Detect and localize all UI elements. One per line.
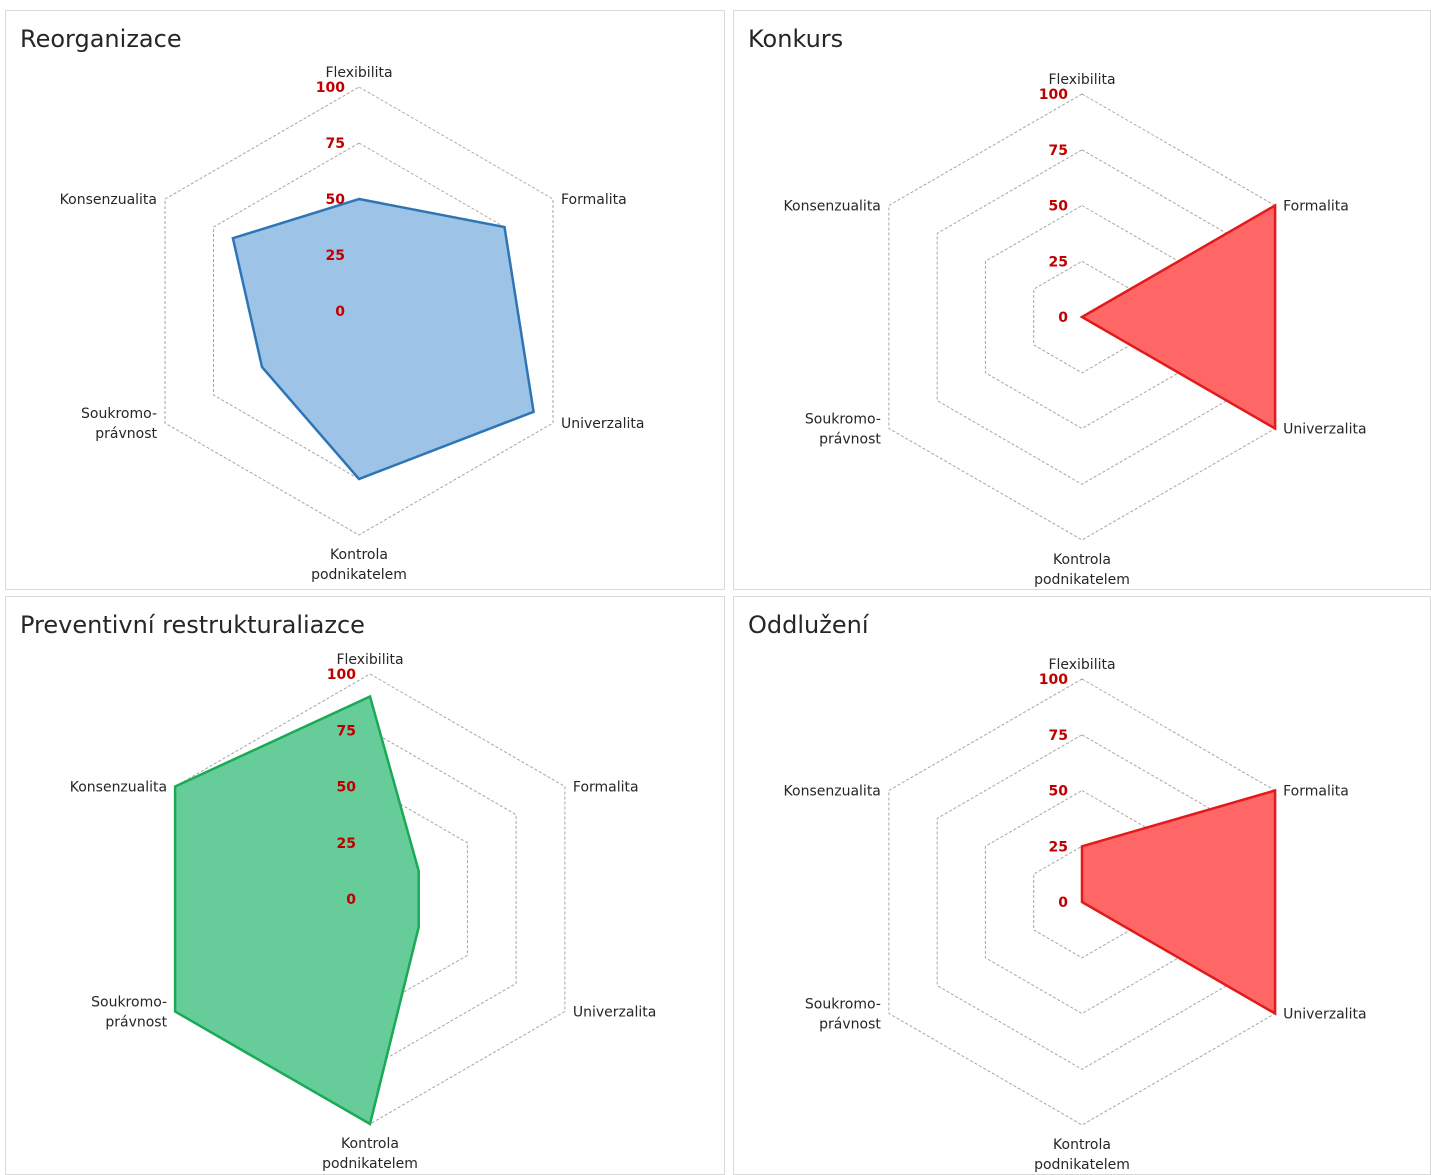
category-label: Flexibilita: [1048, 72, 1115, 88]
category-label: Konsenzualita: [70, 780, 167, 796]
radial-tick-label: 50: [1049, 784, 1069, 800]
category-label: Univerzalita: [1283, 422, 1366, 438]
category-label: Soukromo-právnost: [81, 406, 157, 442]
category-label: Flexibilita: [325, 65, 392, 81]
chart-title: Reorganizace: [20, 25, 182, 53]
data-series-area: [173, 694, 420, 1126]
category-label: Kontrola podnikatelem: [322, 1136, 418, 1172]
category-label: Formalita: [573, 780, 639, 796]
grid-ring: [213, 142, 505, 480]
category-label: Kontrola podnikatelem: [1034, 1137, 1130, 1173]
category-label: Kontrola podnikatelem: [311, 547, 407, 583]
category-label: Univerzalita: [573, 1005, 656, 1021]
chart-title: Preventivní restrukturaliazce: [20, 611, 365, 639]
radial-tick-label: 50: [1049, 199, 1069, 215]
radial-tick-label: 100: [327, 667, 356, 683]
grid-ring: [164, 86, 554, 536]
data-series-area: [1080, 788, 1277, 1016]
chart-panel-konkurs: Konkurs 0 25 50 75 100 Flexibilita Formalita Un…: [733, 10, 1431, 590]
radial-tick-label: 100: [1039, 87, 1068, 103]
category-label: Univerzalita: [561, 416, 644, 432]
radial-tick-label: 25: [1049, 254, 1068, 270]
radial-tick-label: 50: [326, 192, 346, 208]
category-label: Formalita: [561, 192, 627, 208]
category-label: Flexibilita: [336, 652, 403, 668]
category-label: Soukromo-právnost: [805, 412, 881, 448]
chart-title: Oddlužení: [748, 611, 869, 639]
chart-panel-oddluzeni: Oddlužení 0 25 50 75 100 Flexibilita Formalita…: [733, 596, 1431, 1175]
data-series-area: [231, 197, 535, 481]
category-label: Univerzalita: [1283, 1007, 1366, 1023]
radial-tick-label: 0: [335, 304, 345, 320]
radial-tick-label: 75: [326, 136, 345, 152]
radial-tick-label: 50: [337, 780, 357, 796]
radial-tick-label: 0: [346, 892, 356, 908]
radial-tick-label: 0: [1058, 895, 1068, 911]
chart-panel-preventivni-restrukturalizace: Preventivní restrukturaliazce 0 25 50 75 100…: [5, 596, 725, 1175]
radial-tick-label: 25: [326, 248, 345, 264]
category-label: Konsenzualita: [60, 192, 157, 208]
category-label: Konsenzualita: [784, 199, 881, 215]
category-label: Flexibilita: [1048, 657, 1115, 673]
chart-panel-reorganizace: Reorganizace 0 25 50 75 100 Flexibilita Formal…: [5, 10, 725, 590]
chart-title: Konkurs: [748, 25, 844, 53]
category-label: Formalita: [1283, 199, 1349, 215]
category-label: Konsenzualita: [784, 784, 881, 800]
radial-tick-label: 75: [337, 723, 356, 739]
radial-tick-label: 25: [1049, 839, 1068, 855]
category-label: Soukromo-právnost: [91, 995, 167, 1031]
radial-tick-label: 0: [1058, 310, 1068, 326]
radial-tick-label: 75: [1049, 143, 1068, 159]
radial-tick-label: 25: [337, 836, 356, 852]
category-label: Soukromo-právnost: [805, 997, 881, 1033]
category-label: Kontrola podnikatelem: [1034, 552, 1130, 588]
radial-tick-label: 100: [1039, 672, 1068, 688]
data-series-area: [1079, 203, 1277, 431]
radial-tick-label: 75: [1049, 728, 1068, 744]
category-label: Formalita: [1283, 784, 1349, 800]
radial-tick-label: 100: [316, 80, 345, 96]
